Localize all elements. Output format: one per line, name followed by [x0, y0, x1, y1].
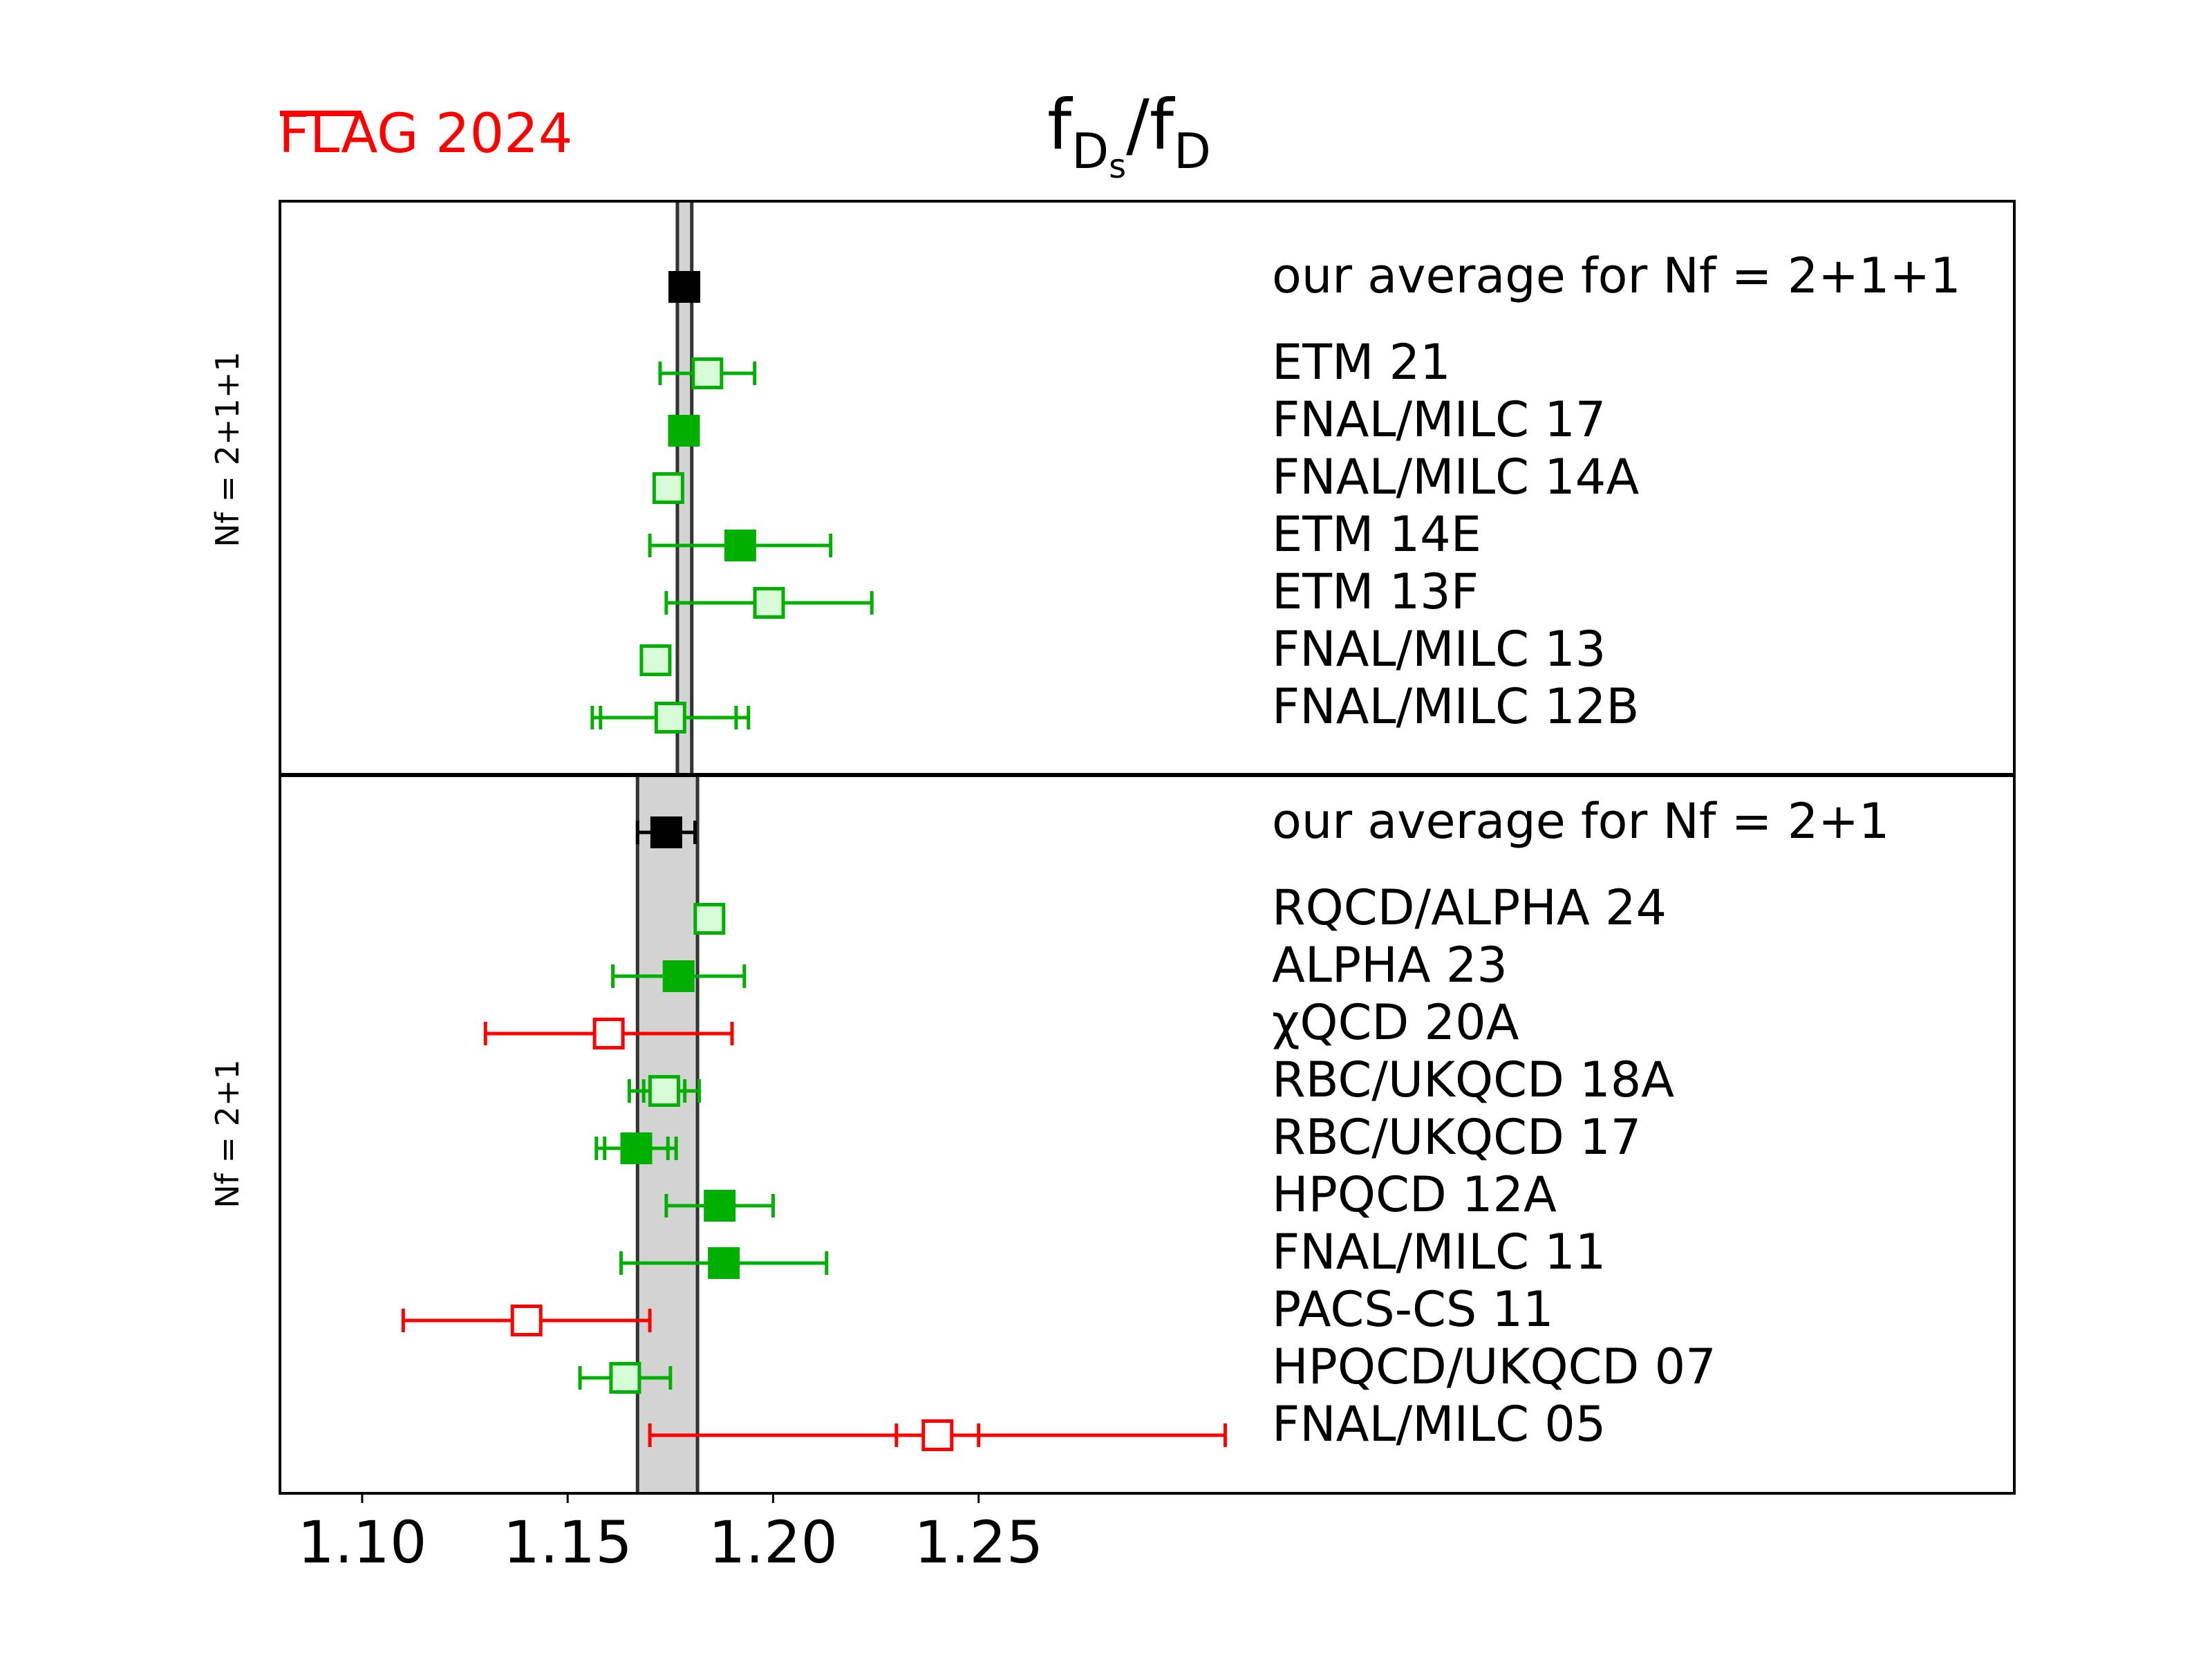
row-label: FNAL/MILC 13: [1272, 621, 1606, 678]
row-label: PACS-CS 11: [1272, 1281, 1554, 1338]
average-band: [677, 201, 692, 775]
row-label: FNAL/MILC 05: [1272, 1396, 1606, 1453]
row-label: HPQCD 12A: [1272, 1166, 1557, 1223]
data-point-marker: [510, 1305, 543, 1336]
data-point-marker: [620, 1132, 653, 1164]
data-point-marker: [668, 415, 700, 447]
row-label: our average for Nf = 2+1+1: [1272, 248, 1961, 304]
data-point-marker: [650, 816, 682, 848]
panel-ylabel: Nf = 2+1+1: [209, 351, 246, 547]
row-label: RBC/UKQCD 18A: [1272, 1052, 1674, 1108]
data-point-marker: [668, 271, 701, 303]
chart-title: fDs/fD: [1047, 84, 1211, 186]
flag-logo-text: FLAG: [279, 103, 419, 165]
row-label: ETM 14E: [1272, 506, 1481, 563]
row-label: HPQCD/UKQCD 07: [1272, 1338, 1716, 1395]
data-point-marker: [654, 702, 686, 734]
flag-logo: FLAG 2024: [279, 103, 573, 165]
data-point-marker: [662, 960, 695, 992]
row-label: ETM 21: [1272, 334, 1451, 391]
data-point-marker: [708, 1247, 740, 1279]
data-point-marker: [652, 472, 684, 504]
data-point-marker: [753, 587, 785, 619]
plot-frame: [279, 200, 2016, 1495]
flag-logo-overbar: [280, 111, 362, 116]
flag-logo-year: 2024: [435, 103, 573, 165]
data-point-marker: [639, 644, 672, 676]
row-label: RBC/UKQCD 17: [1272, 1109, 1641, 1166]
data-point-marker: [724, 530, 756, 561]
data-point-marker: [592, 1018, 625, 1049]
panel-ylabel: Nf = 2+1: [209, 1059, 246, 1208]
row-label: ALPHA 23: [1272, 937, 1508, 993]
x-tick-label: 1.15: [503, 1509, 632, 1576]
x-tick-label: 1.20: [709, 1509, 838, 1576]
row-label: our average for Nf = 2+1: [1272, 793, 1889, 850]
data-point-marker: [921, 1419, 954, 1451]
data-point-marker: [609, 1362, 641, 1394]
row-label: FNAL/MILC 17: [1272, 391, 1606, 448]
x-tick-label: 1.10: [297, 1509, 427, 1576]
row-label: χQCD 20A: [1272, 994, 1519, 1051]
data-point-marker: [648, 1075, 680, 1107]
row-label: ETM 13F: [1272, 563, 1479, 620]
data-point-marker: [704, 1190, 736, 1222]
row-label: FNAL/MILC 11: [1272, 1224, 1606, 1280]
row-label: FNAL/MILC 14A: [1272, 449, 1639, 505]
row-label: RQCD/ALPHA 24: [1272, 879, 1667, 936]
x-tick-label: 1.25: [914, 1509, 1043, 1576]
data-point-marker: [691, 357, 724, 389]
data-point-marker: [693, 903, 726, 935]
row-label: FNAL/MILC 12B: [1272, 678, 1639, 735]
